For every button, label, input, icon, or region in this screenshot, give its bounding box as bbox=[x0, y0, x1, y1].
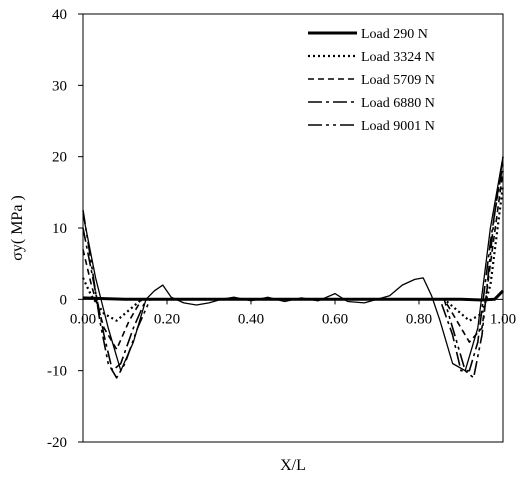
y-axis-title: σy( MPa ) bbox=[9, 195, 26, 261]
x-tick-label: 0.20 bbox=[154, 311, 180, 327]
y-tick-label: -10 bbox=[47, 364, 67, 380]
y-tick-label: 30 bbox=[52, 78, 67, 94]
x-axis-title: X/L bbox=[280, 457, 306, 474]
x-tick-label: 0.80 bbox=[406, 311, 432, 327]
y-tick-label: -20 bbox=[47, 435, 67, 451]
x-tick-label: 0.40 bbox=[238, 311, 264, 327]
legend-label: Load 5709 N bbox=[361, 73, 435, 88]
series-line-4 bbox=[82, 163, 504, 379]
series-line-3 bbox=[82, 156, 504, 372]
y-tick-label: 0 bbox=[60, 292, 68, 308]
series-line-5 bbox=[82, 156, 504, 372]
plot-frame bbox=[82, 13, 504, 443]
legend: Load 290 N Load 3324 N Load 5709 N Load 688… bbox=[308, 27, 435, 134]
series-layer bbox=[82, 156, 505, 379]
y-tick-label: 10 bbox=[52, 221, 67, 237]
x-tick-label: 0.60 bbox=[322, 311, 348, 327]
legend-label: Load 6880 N bbox=[361, 96, 435, 111]
y-axis-ticks: -20 -10 0 10 20 30 40 bbox=[47, 7, 83, 451]
y-tick-label: 20 bbox=[52, 150, 67, 166]
legend-label: Load 3324 N bbox=[361, 50, 435, 65]
legend-label: Load 290 N bbox=[361, 27, 428, 42]
legend-label: Load 9001 N bbox=[361, 119, 435, 134]
y-tick-label: 40 bbox=[52, 7, 67, 23]
